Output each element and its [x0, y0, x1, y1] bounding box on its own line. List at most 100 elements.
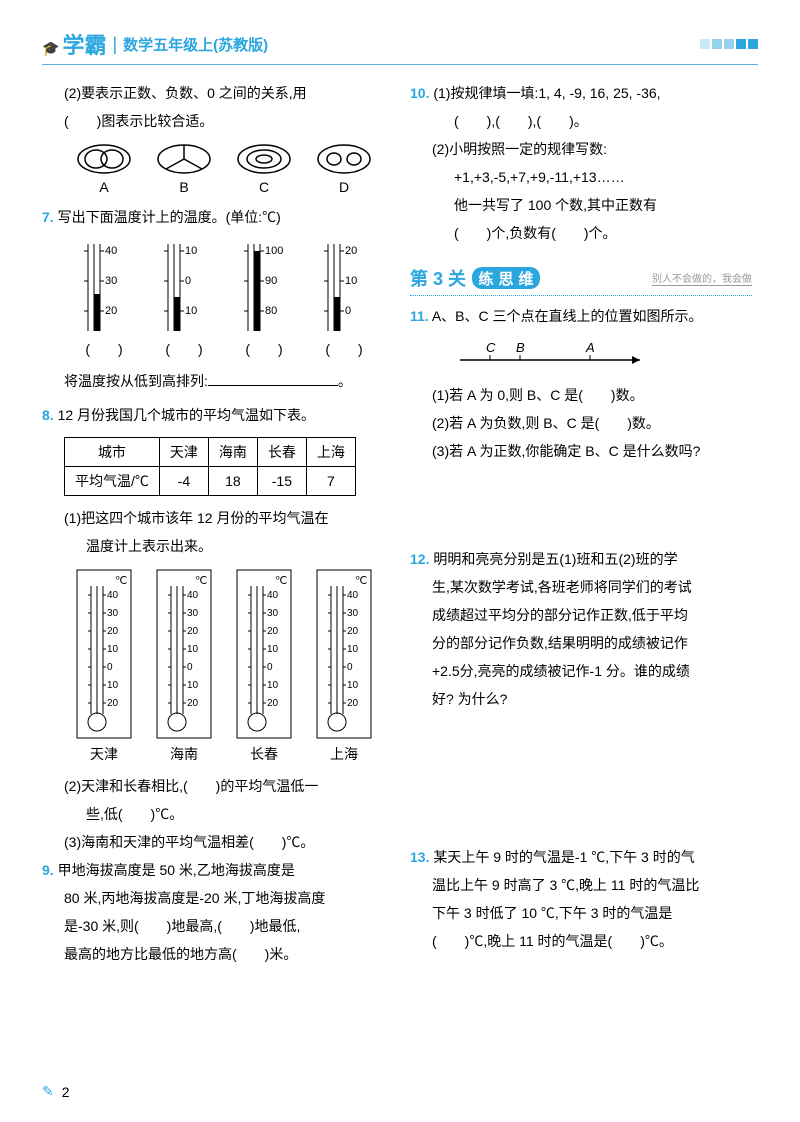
q13-l1: 13. 某天上午 9 时的气温是-1 ℃,下午 3 时的气	[410, 843, 752, 871]
svg-text:0: 0	[185, 275, 191, 287]
svg-text:100: 100	[265, 245, 283, 257]
svg-text:40: 40	[105, 245, 117, 257]
option-d: D	[316, 143, 372, 195]
svg-text:10: 10	[347, 644, 359, 655]
svg-text:20: 20	[187, 698, 199, 709]
thermo-1: 403020 ( )	[79, 239, 129, 359]
svg-text:B: B	[516, 340, 525, 355]
venn-options: A B C D	[42, 143, 384, 195]
svg-text:80: 80	[265, 305, 277, 317]
svg-text:0: 0	[107, 662, 113, 673]
svg-text:10: 10	[185, 305, 197, 317]
thermo-changchun: ℃ 4030201001020 长春	[233, 568, 295, 764]
svg-text:20: 20	[267, 698, 279, 709]
q8-1b: 温度计上表示出来。	[42, 532, 384, 560]
svg-text:A: A	[585, 340, 595, 355]
header-decoration	[700, 39, 758, 49]
svg-text:10: 10	[267, 644, 279, 655]
svg-text:20: 20	[347, 698, 359, 709]
page-footer: ✎ 2	[42, 1083, 70, 1100]
q13-l4: ( )℃,晚上 11 时的气温是( )℃。	[410, 927, 752, 955]
city-2: 海南	[153, 744, 215, 764]
q7: 7. 写出下面温度计上的温度。(单位:℃)	[42, 203, 384, 231]
option-a: A	[76, 143, 132, 195]
svg-text:20: 20	[267, 626, 279, 637]
number-line: C B A	[450, 338, 752, 373]
label-a: A	[76, 179, 132, 195]
label-b: B	[156, 179, 212, 195]
header-title: 数学五年级上(苏教版)	[123, 34, 268, 55]
svg-text:℃: ℃	[355, 575, 367, 587]
svg-text:40: 40	[187, 590, 199, 601]
q11-3: (3)若 A 为正数,你能确定 B、C 是什么数吗?	[410, 437, 752, 465]
q9-l4: 最高的地方比最低的地方高( )米。	[42, 940, 384, 968]
q12-l2: 生,某次数学考试,各班老师将同学们的考试	[410, 573, 752, 601]
q9-l1: 9. 甲地海拔高度是 50 米,乙地海拔高度是	[42, 856, 384, 884]
q12-l5: +2.5分,亮亮的成绩被记作-1 分。谁的成绩	[410, 657, 752, 685]
svg-text:10: 10	[345, 275, 357, 287]
svg-text:10: 10	[347, 680, 359, 691]
city-1: 天津	[73, 744, 135, 764]
svg-text:0: 0	[347, 662, 353, 673]
svg-text:40: 40	[267, 590, 279, 601]
section-subtitle: 别人不会做的，我会做	[652, 270, 752, 286]
svg-text:40: 40	[107, 590, 119, 601]
svg-text:30: 30	[267, 608, 279, 619]
svg-text:0: 0	[345, 305, 351, 317]
blank-3: ( )	[239, 339, 289, 359]
section-pill: 练思维	[472, 267, 540, 289]
right-column: 10. (1)按规律填一填:1, 4, -9, 16, 25, -36, ( )…	[410, 79, 752, 968]
svg-text:20: 20	[347, 626, 359, 637]
page-header: 🎓 学霸 | 数学五年级上(苏教版)	[42, 28, 758, 65]
q11-num: 11.	[410, 308, 429, 324]
grad-cap-icon: 🎓	[42, 40, 59, 57]
thermo-4: 20 10 0 ( )	[319, 239, 369, 359]
svg-text:30: 30	[107, 608, 119, 619]
q8-num: 8.	[42, 407, 54, 423]
thermo-shanghai: ℃ 4030201001020 上海	[313, 568, 375, 764]
thermo-hainan: ℃ 4030201001020 海南	[153, 568, 215, 764]
svg-text:20: 20	[187, 626, 199, 637]
page-number: 2	[62, 1084, 70, 1100]
q11-1: (1)若 A 为 0,则 B、C 是( )数。	[410, 381, 752, 409]
q10-l5: 他一共写了 100 个数,其中正数有	[410, 191, 752, 219]
blank-2: ( )	[159, 339, 209, 359]
svg-text:10: 10	[185, 245, 197, 257]
svg-text:0: 0	[187, 662, 193, 673]
svg-text:10: 10	[187, 680, 199, 691]
q7-sort: 将温度按从低到高排列:。	[42, 367, 384, 395]
city-3: 长春	[233, 744, 295, 764]
svg-text:0: 0	[267, 662, 273, 673]
svg-text:20: 20	[345, 245, 357, 257]
svg-text:30: 30	[187, 608, 199, 619]
option-b: B	[156, 143, 212, 195]
thermo-row-small: 403020 ( ) 10010 ( ) 1009080 ( ) 20100 (…	[42, 239, 384, 359]
svg-text:20: 20	[105, 305, 117, 317]
thermo-tianjin: ℃ 4030201001020 天津	[73, 568, 135, 764]
logo-text: 学霸	[62, 28, 106, 60]
q13-l3: 下午 3 时低了 10 ℃,下午 3 时的气温是	[410, 899, 752, 927]
q9-l3: 是-30 米,则( )地最高,( )地最低,	[42, 912, 384, 940]
blank-4: ( )	[319, 339, 369, 359]
q8-3: (3)海南和天津的平均气温相差( )℃。	[42, 828, 384, 856]
q10-num: 10.	[410, 85, 429, 101]
svg-text:30: 30	[347, 608, 359, 619]
logo: 🎓 学霸	[42, 28, 106, 60]
svg-text:℃: ℃	[115, 575, 127, 587]
q12-l6: 好? 为什么?	[410, 685, 752, 713]
q10-l3: (2)小明按照一定的规律写数:	[410, 135, 752, 163]
thermo-3: 100 90 80 ( )	[239, 239, 289, 359]
svg-text:30: 30	[105, 275, 117, 287]
q10-l6: ( )个,负数有( )个。	[410, 219, 752, 247]
thermo-2: 10 0 10 ( )	[159, 239, 209, 359]
option-c: C	[236, 143, 292, 195]
q10-l2: ( ),( ),( )。	[410, 107, 752, 135]
svg-text:90: 90	[265, 275, 277, 287]
q10-l1: 10. (1)按规律填一填:1, 4, -9, 16, 25, -36,	[410, 79, 752, 107]
city-4: 上海	[313, 744, 375, 764]
q12-l4: 分的部分记作负数,结果明明的成绩被记作	[410, 629, 752, 657]
q9-l2: 80 米,丙地海拔高度是-20 米,丁地海拔高度	[42, 884, 384, 912]
q6-2-line2: ( )图表示比较合适。	[42, 107, 384, 135]
svg-text:20: 20	[107, 698, 119, 709]
svg-text:C: C	[486, 340, 496, 355]
